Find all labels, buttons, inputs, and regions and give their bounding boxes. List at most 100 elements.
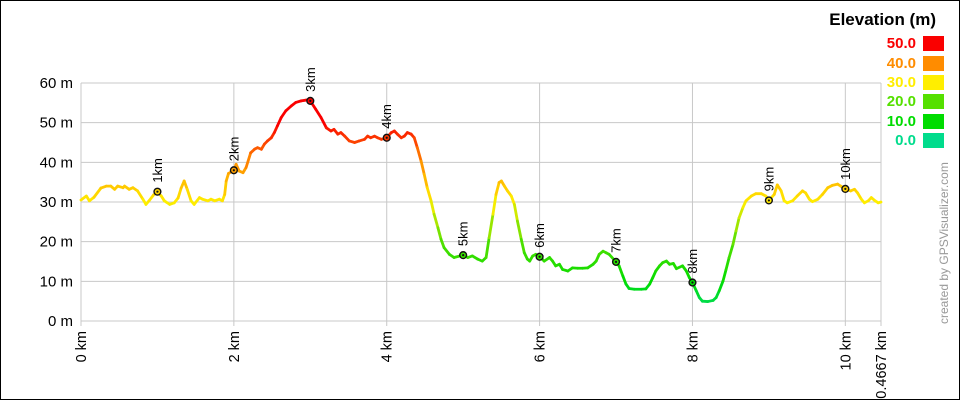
km-marker-dot xyxy=(156,190,159,193)
km-marker-dot xyxy=(691,281,694,284)
km-marker-label: 2km xyxy=(226,137,241,162)
elevation-line-segment xyxy=(509,194,516,206)
elevation-line-segment xyxy=(442,246,451,256)
km-marker-dot xyxy=(309,99,312,102)
x-tick-label: 10.4667 km xyxy=(874,331,890,400)
legend-color-swatch xyxy=(923,55,944,71)
legend-color-swatch xyxy=(923,94,944,110)
legend-value-label: 20.0 xyxy=(886,93,916,111)
km-marker-label: 8km xyxy=(685,249,700,274)
elevation-line-segment xyxy=(182,179,189,191)
elevation-line-segment xyxy=(429,199,436,216)
elevation-line-segment xyxy=(734,216,741,233)
legend-row: 40.0 xyxy=(829,53,944,72)
km-marker-dot xyxy=(232,169,235,172)
elevation-line-segment xyxy=(319,116,328,130)
km-marker-label: 10km xyxy=(838,148,853,180)
km-marker-label: 6km xyxy=(532,223,547,248)
km-marker-dot xyxy=(844,187,847,191)
km-marker-dot xyxy=(614,260,618,263)
legend-value-label: 30.0 xyxy=(886,73,916,91)
legend-row: 20.0 xyxy=(829,92,944,111)
elevation-line-segment xyxy=(419,159,426,176)
x-tick-label: 0 km xyxy=(74,331,90,362)
elevation-line-segment xyxy=(621,274,628,286)
elevation-line-segment xyxy=(439,237,446,250)
km-markers: 1km 2km 3km 4km 5km 6km 7km 8km 9km 10km xyxy=(150,67,853,287)
x-tick-label: 4 km xyxy=(380,331,396,362)
grid: 0 m 10 m 20 m 30 m 40 m 50 m 60 m 0 km 2 km 4 km 6… xyxy=(40,75,890,400)
elevation-line-segment xyxy=(192,196,201,206)
elevation-line-segment xyxy=(244,151,253,169)
elevation-line-segment xyxy=(876,200,883,205)
legend-value-label: 40.0 xyxy=(886,54,916,72)
elevation-line-segment xyxy=(516,219,523,241)
legend-color-swatch xyxy=(923,133,944,149)
elevation-line-segment xyxy=(512,202,519,223)
km-marker-dot xyxy=(538,255,541,258)
elevation-line-segment xyxy=(276,116,283,128)
legend-value-label: 0.0 xyxy=(895,132,916,150)
legend-title: Elevation (m) xyxy=(829,10,936,29)
x-tick-label: 8 km xyxy=(685,331,701,362)
elevation-line-segment xyxy=(415,146,423,163)
legend-value-label: 50.0 xyxy=(886,35,916,53)
km-marker-dot xyxy=(462,254,465,257)
km-marker-label: 3km xyxy=(303,67,318,92)
elevation-line-segment xyxy=(136,189,145,201)
elevation-line-segment xyxy=(223,179,228,196)
x-tick-label: 10 km xyxy=(838,331,854,371)
legend-color-swatch xyxy=(923,113,944,129)
elevation-line xyxy=(79,98,883,303)
y-tick-label: 0 m xyxy=(48,313,73,330)
elevation-line-segment xyxy=(721,268,728,283)
elevation-line-segment xyxy=(737,206,745,220)
elevation-line-segment xyxy=(412,136,419,150)
legend-row: 50.0 xyxy=(829,34,944,53)
legend-color-swatch xyxy=(923,74,944,90)
elevation-line-segment xyxy=(820,186,830,196)
km-marker-label: 1km xyxy=(150,158,165,183)
credit-text: created by GPSVisualizer.com xyxy=(937,162,951,324)
y-tick-label: 10 m xyxy=(40,273,73,290)
elevation-line-segment xyxy=(519,237,526,255)
elevation-line-segment xyxy=(425,186,433,203)
elevation-line-segment xyxy=(494,181,501,196)
y-tick-label: 30 m xyxy=(40,194,73,211)
elevation-line-segment xyxy=(484,236,491,259)
x-tick-label: 2 km xyxy=(227,331,243,362)
y-tick-label: 50 m xyxy=(40,115,73,132)
x-tick-label: 6 km xyxy=(533,331,549,362)
elevation-line-segment xyxy=(731,229,738,246)
km-marker-label: 7km xyxy=(609,228,624,253)
legend-row: 0.0 xyxy=(829,131,944,150)
km-marker-label: 4km xyxy=(379,104,394,129)
elevation-line-segment xyxy=(491,193,498,216)
legend-row: 10.0 xyxy=(829,112,944,131)
elevation-line-segment xyxy=(779,189,786,203)
km-marker-dot xyxy=(767,199,770,202)
km-marker-label: 5km xyxy=(456,222,471,247)
y-tick-label: 20 m xyxy=(40,234,73,251)
elevation-line-segment xyxy=(724,256,731,271)
elevation-line-segment xyxy=(617,264,625,278)
elevation-line-segment xyxy=(422,172,429,190)
elevation-line-segment xyxy=(314,107,323,119)
y-tick-label: 60 m xyxy=(40,75,73,92)
km-marker-label: 9km xyxy=(761,167,776,192)
chart-legend: Elevation (m) 50.0 40.0 30.0 20.0 10.0 0… xyxy=(829,10,944,150)
elevation-line-segment xyxy=(727,243,735,259)
elevation-line-segment xyxy=(487,212,495,240)
y-tick-label: 40 m xyxy=(40,154,73,171)
elevation-line-segment xyxy=(432,212,440,230)
legend-color-swatch xyxy=(923,36,944,52)
elevation-line-segment xyxy=(436,226,443,241)
elevation-line-segment xyxy=(717,279,725,293)
elevation-line-segment xyxy=(176,186,183,200)
legend-row: 30.0 xyxy=(829,73,944,92)
elevation-line-segment xyxy=(185,187,193,203)
km-marker-dot xyxy=(385,136,388,139)
elevation-line-segment xyxy=(92,186,103,199)
